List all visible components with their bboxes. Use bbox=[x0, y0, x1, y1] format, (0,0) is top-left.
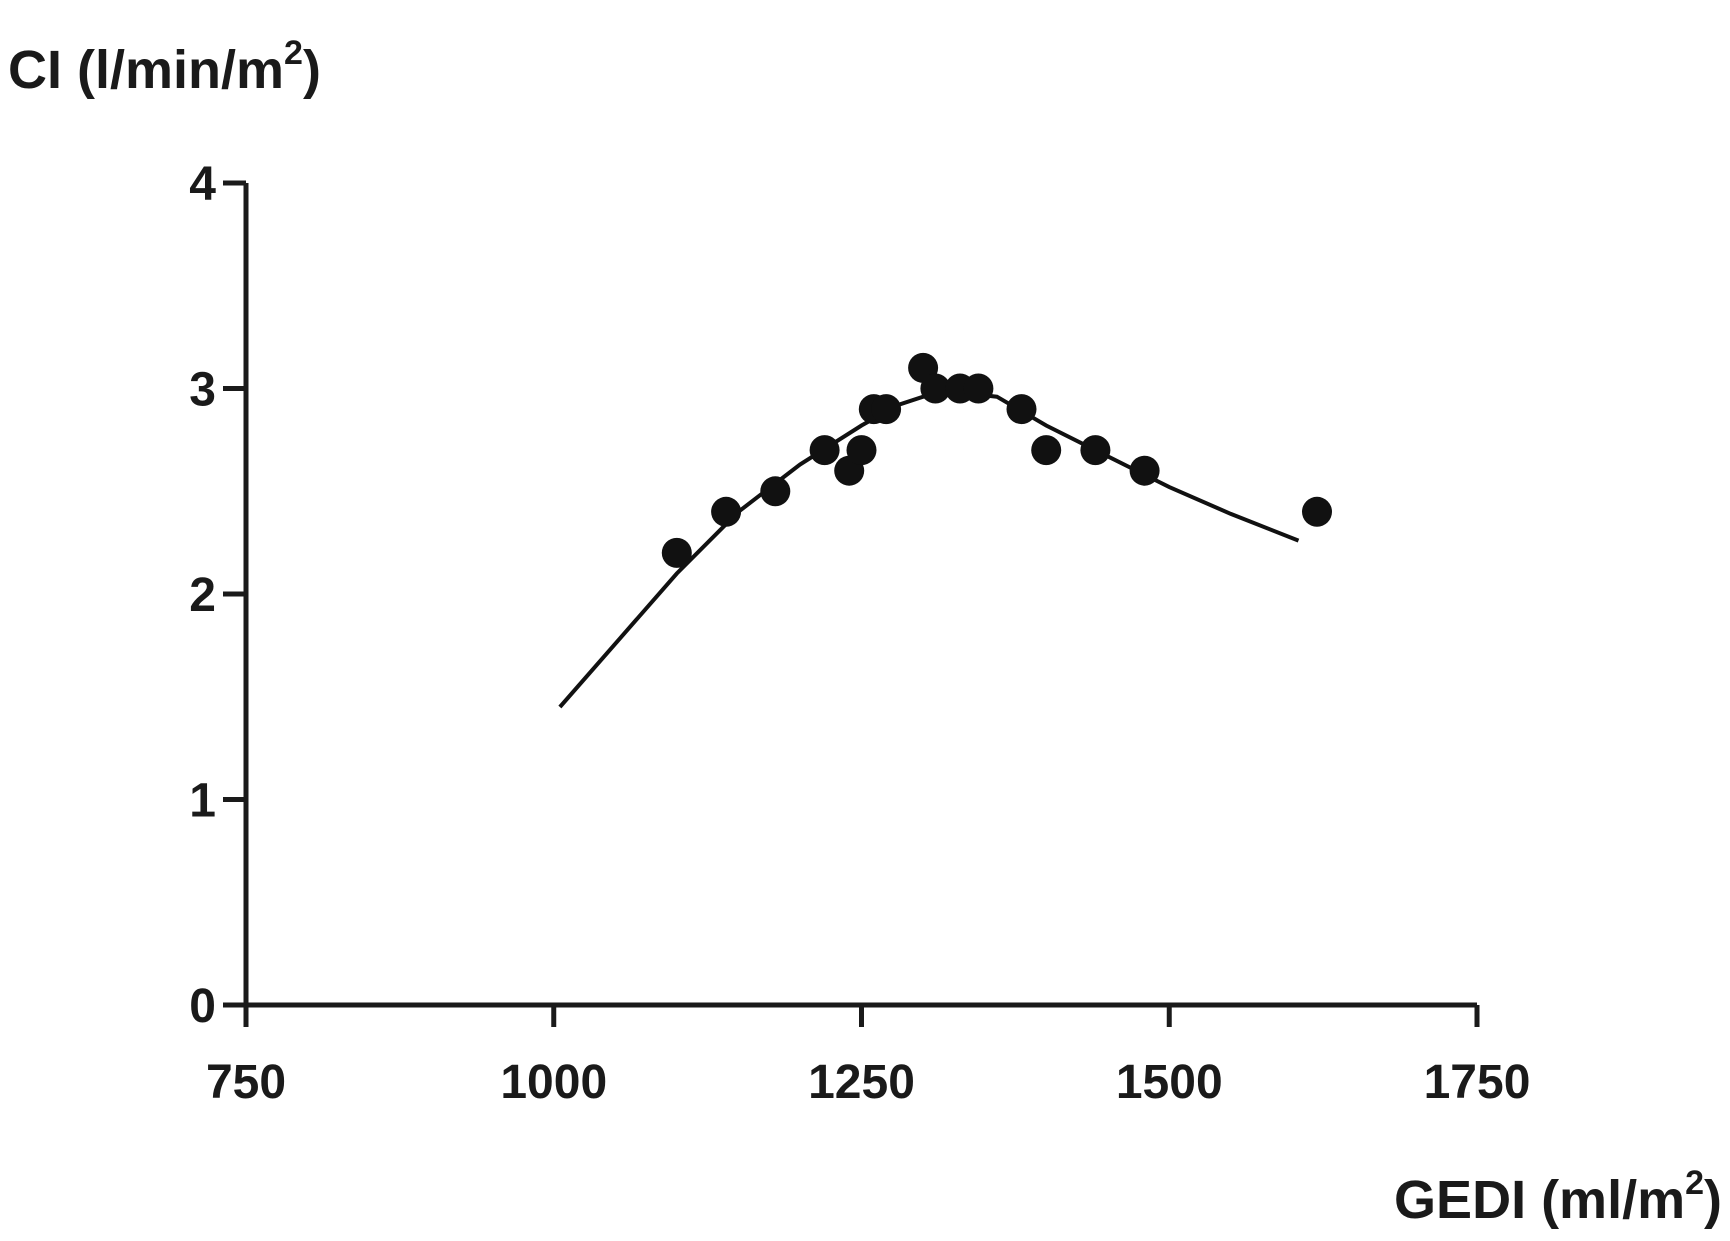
y-axis-title: CI (l/min/m2) bbox=[8, 34, 321, 100]
y-axis-title-close: ) bbox=[303, 40, 321, 100]
data-point bbox=[661, 537, 692, 568]
data-point bbox=[871, 394, 902, 425]
y-tick-label: 1 bbox=[189, 775, 216, 828]
x-tick-label: 750 bbox=[206, 1056, 286, 1109]
data-point bbox=[809, 435, 840, 466]
data-point bbox=[711, 496, 742, 527]
y-axis-ticks: 0 1 2 3 4 bbox=[189, 158, 246, 1033]
data-point bbox=[1031, 435, 1062, 466]
x-tick-label: 1750 bbox=[1424, 1056, 1531, 1109]
x-axis-title: GEDI (ml/m2) bbox=[1394, 1164, 1722, 1230]
data-point bbox=[920, 373, 951, 404]
x-axis-title-close: ) bbox=[1704, 1170, 1722, 1230]
data-point bbox=[760, 476, 791, 507]
y-tick-label: 0 bbox=[189, 980, 216, 1033]
data-point bbox=[1006, 394, 1037, 425]
y-axis-title-main: CI (l/min/m bbox=[8, 40, 284, 100]
data-point bbox=[1080, 435, 1111, 466]
x-tick-label: 1000 bbox=[500, 1056, 607, 1109]
data-point bbox=[1302, 496, 1332, 527]
x-axis-title-main: GEDI (ml/m bbox=[1394, 1170, 1685, 1230]
data-points-layer bbox=[661, 352, 1332, 568]
data-point bbox=[846, 435, 877, 466]
y-tick-label: 4 bbox=[189, 158, 216, 211]
data-point bbox=[1129, 455, 1160, 486]
x-axis-ticks: 750 1000 1250 1500 1750 bbox=[206, 1005, 1530, 1109]
x-axis-title-superscript: 2 bbox=[1685, 1164, 1704, 1202]
y-axis-title-superscript: 2 bbox=[284, 34, 303, 72]
y-tick-label: 3 bbox=[189, 364, 216, 417]
x-tick-label: 1500 bbox=[1116, 1056, 1223, 1109]
data-point bbox=[963, 373, 994, 404]
x-tick-label: 1250 bbox=[808, 1056, 915, 1109]
y-tick-label: 2 bbox=[189, 569, 216, 622]
